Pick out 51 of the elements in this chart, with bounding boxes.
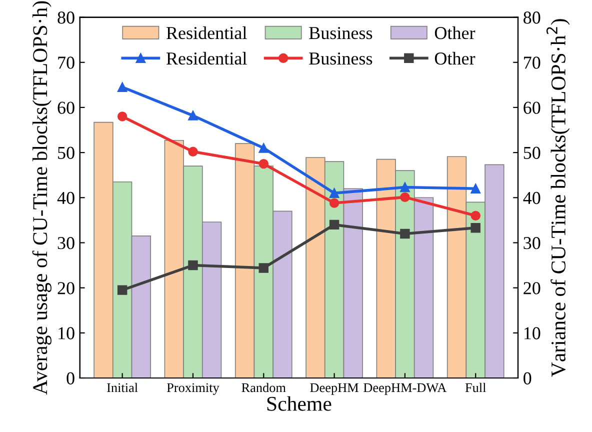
y-tick-label: 30 bbox=[58, 236, 74, 250]
legend-label: Other bbox=[434, 52, 476, 65]
legend-label: Residential bbox=[166, 26, 247, 40]
point bbox=[258, 143, 268, 153]
x-tick-label: Initial bbox=[107, 382, 138, 392]
y-tick-label: 20 bbox=[58, 282, 74, 294]
y-tick-label: 50 bbox=[58, 146, 74, 159]
y2-tick-label: 40 bbox=[523, 192, 540, 204]
legend-label: Business bbox=[309, 52, 372, 65]
y2-axis-title: Variance of CU-Time blocks(TFLOPS·h$^{2}$) bbox=[546, 19, 570, 377]
x-tick-label: Full bbox=[465, 382, 486, 392]
y-tick-label: 10 bbox=[58, 327, 74, 340]
legend-label: Business bbox=[309, 26, 372, 40]
y2-tick-label: 50 bbox=[524, 146, 540, 159]
point bbox=[188, 260, 198, 270]
y-tick-label: 80 bbox=[58, 12, 74, 24]
point bbox=[329, 220, 340, 230]
point bbox=[470, 210, 480, 221]
legend-label: Other bbox=[434, 26, 476, 40]
y-tick-label: 70 bbox=[58, 56, 74, 69]
point bbox=[117, 82, 128, 92]
point bbox=[470, 184, 480, 194]
y2-tick-label: 10 bbox=[524, 327, 540, 340]
y-tick-label: 40 bbox=[57, 192, 74, 204]
point bbox=[117, 285, 128, 295]
point bbox=[400, 228, 410, 239]
point bbox=[470, 222, 480, 233]
point bbox=[188, 110, 198, 120]
point bbox=[188, 146, 198, 157]
legend-label: Residential bbox=[166, 52, 247, 65]
point bbox=[258, 158, 268, 169]
y-tick-label: 0 bbox=[66, 372, 74, 384]
point bbox=[258, 263, 268, 273]
x-tick-label: Random bbox=[242, 382, 286, 392]
y-axis-title: Average usage of CU-Time blocks(TFLOPS·h) bbox=[32, 1, 52, 395]
x-tick-label: DeepHM bbox=[310, 383, 358, 395]
y2-tick-label: 70 bbox=[524, 56, 540, 69]
y-tick-label: 60 bbox=[58, 102, 74, 114]
y2-tick-label: 80 bbox=[524, 12, 540, 24]
point bbox=[329, 198, 340, 208]
point bbox=[400, 192, 410, 202]
point bbox=[329, 188, 340, 198]
x-tick-label: DeepHM-DWA bbox=[364, 383, 447, 395]
x-tick-label: Proximity bbox=[166, 383, 220, 395]
y2-tick-label: 30 bbox=[524, 236, 540, 250]
x-axis-title: Scheme bbox=[267, 396, 332, 411]
y2-tick-label: 60 bbox=[524, 102, 540, 114]
y2-tick-label: 20 bbox=[524, 282, 540, 294]
y2-tick-label: 0 bbox=[524, 372, 532, 384]
point bbox=[117, 112, 128, 122]
point bbox=[400, 182, 410, 192]
